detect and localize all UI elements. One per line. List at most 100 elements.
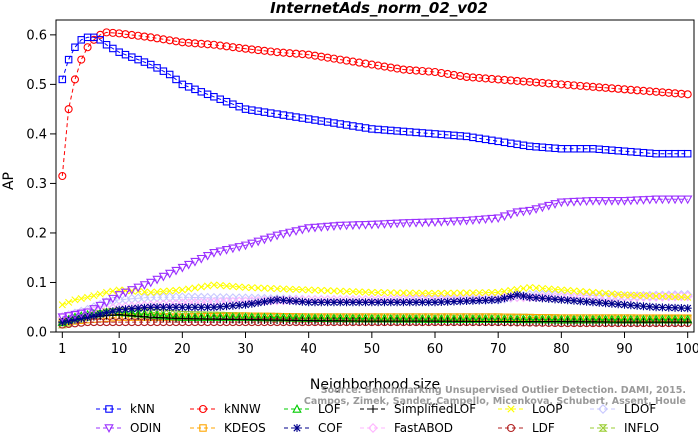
data-point — [367, 60, 376, 69]
data-point — [216, 281, 224, 290]
data-point — [500, 75, 509, 84]
data-point — [487, 296, 496, 305]
data-point — [557, 80, 566, 89]
series-line — [61, 31, 688, 177]
data-point — [324, 287, 332, 295]
data-point — [279, 48, 288, 57]
legend-label: LDOF — [624, 402, 656, 416]
data-point — [475, 296, 484, 305]
data-point — [183, 260, 194, 270]
data-point — [449, 297, 458, 306]
legend-item-INFLO: INFLO — [590, 421, 659, 434]
data-point — [310, 298, 319, 307]
data-point — [386, 219, 396, 229]
data-point — [550, 79, 560, 88]
x-tick-label: 30 — [237, 342, 254, 357]
data-point — [683, 304, 692, 313]
data-point — [58, 171, 67, 181]
data-point — [147, 288, 155, 296]
data-point — [418, 298, 427, 307]
data-point — [437, 298, 446, 307]
data-point — [140, 303, 149, 312]
data-point — [159, 35, 168, 44]
x-tick-label: 40 — [300, 342, 317, 357]
data-point — [247, 299, 256, 308]
legend-item-COF: COF — [284, 421, 343, 434]
data-point — [550, 200, 560, 209]
data-point — [488, 288, 496, 297]
data-point — [543, 201, 554, 211]
data-point — [260, 284, 269, 292]
data-point — [431, 298, 440, 307]
data-point — [412, 66, 421, 75]
data-point — [279, 285, 287, 293]
data-point — [444, 289, 452, 297]
data-point — [153, 34, 162, 43]
data-point — [430, 218, 440, 228]
data-point — [576, 297, 585, 306]
data-point — [684, 293, 692, 301]
data-point — [645, 302, 654, 311]
data-point — [266, 296, 275, 305]
data-point — [544, 79, 553, 88]
data-point — [380, 62, 389, 71]
data-point — [221, 293, 232, 304]
data-point — [64, 105, 73, 114]
data-point — [620, 300, 629, 309]
data-point — [355, 288, 363, 296]
data-point — [564, 286, 572, 294]
data-point — [298, 50, 307, 59]
data-point — [71, 43, 79, 51]
data-point — [374, 298, 383, 307]
x-tick-label: 60 — [427, 342, 444, 357]
data-point — [127, 30, 136, 40]
data-point — [601, 83, 610, 92]
data-point — [481, 288, 490, 297]
data-point — [513, 285, 521, 293]
data-point — [519, 292, 528, 301]
data-point — [569, 81, 579, 90]
data-point — [412, 298, 421, 307]
y-axis-label: AP — [1, 172, 17, 190]
data-point — [600, 197, 611, 206]
data-point — [387, 289, 395, 297]
data-point — [570, 287, 578, 295]
data-point — [551, 285, 559, 293]
data-point — [677, 304, 686, 313]
data-point — [475, 73, 484, 82]
data-point — [595, 289, 603, 297]
data-point — [526, 283, 534, 292]
data-point — [348, 298, 357, 307]
data-point — [468, 216, 478, 226]
data-point — [576, 287, 584, 295]
data-point — [95, 301, 105, 311]
data-point — [398, 219, 409, 229]
data-point — [178, 286, 186, 294]
legend-label: LOF — [318, 402, 341, 416]
data-point — [380, 288, 389, 297]
data-point — [417, 218, 428, 228]
x-tick-label: 70 — [490, 342, 507, 357]
data-point — [64, 55, 73, 64]
data-point — [670, 89, 680, 98]
data-point — [633, 291, 641, 299]
data-point — [335, 221, 345, 231]
data-point — [627, 291, 635, 299]
data-point — [298, 297, 307, 306]
data-point — [196, 254, 207, 264]
data-point — [228, 244, 238, 254]
data-point — [582, 82, 591, 91]
data-point — [165, 303, 174, 312]
data-point — [240, 241, 251, 251]
data-point — [532, 284, 540, 292]
data-point — [475, 289, 483, 297]
data-point — [310, 51, 320, 60]
data-point — [506, 210, 516, 220]
data-point — [557, 295, 566, 304]
data-point — [575, 197, 586, 207]
source-watermark-line-2: Campos, Zimek, Sander, Campello, Micenko… — [304, 396, 686, 407]
data-point — [682, 195, 693, 205]
legend-item-LDOF: LDOF — [590, 402, 656, 416]
data-point — [115, 305, 124, 314]
data-point — [506, 292, 515, 301]
